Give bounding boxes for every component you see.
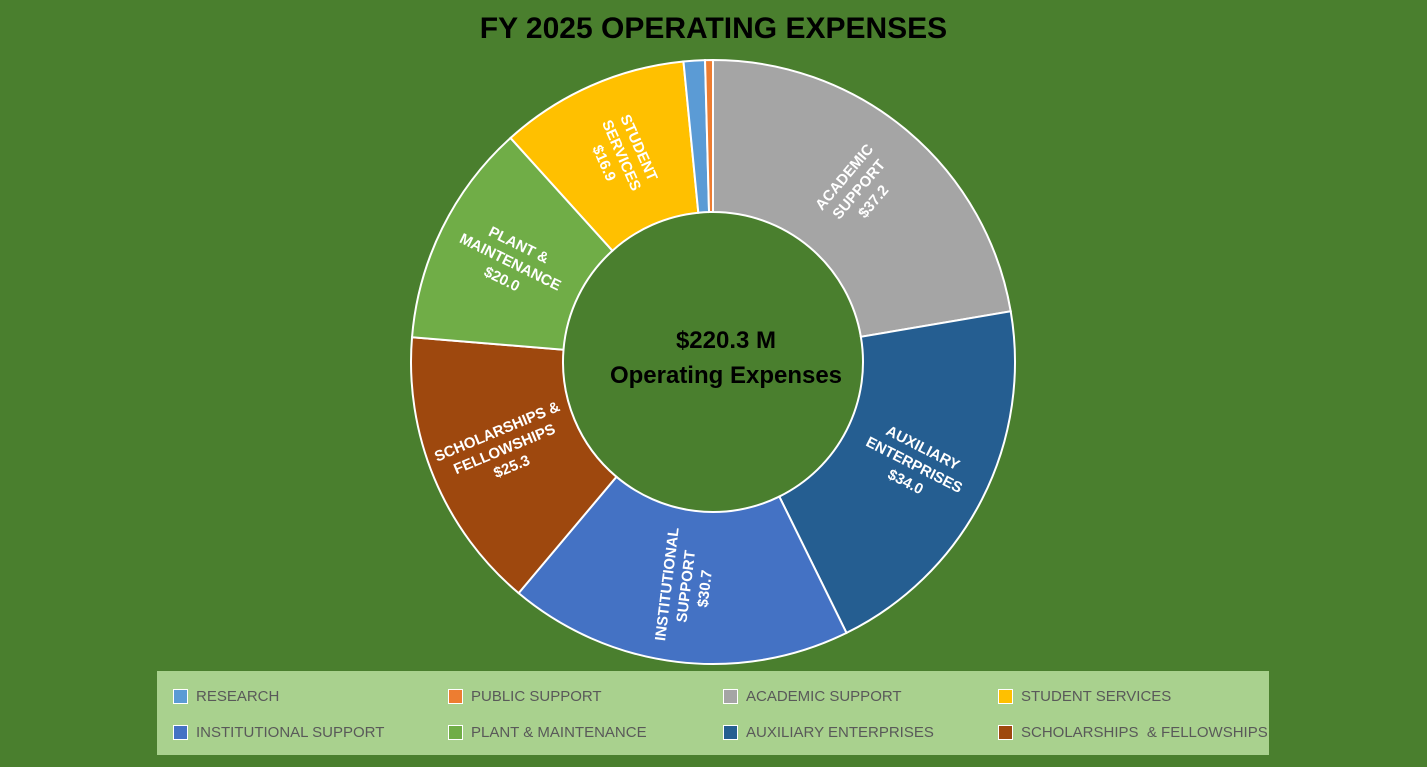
slice-public-support[interactable] bbox=[704, 58, 714, 214]
center-label: $220.3 M bbox=[676, 327, 776, 354]
slice-academic-support[interactable] bbox=[712, 58, 1012, 338]
legend-label: RESEARCH bbox=[196, 688, 280, 705]
legend-item[interactable]: PLANT & MAINTENANCE bbox=[448, 724, 647, 741]
legend-item[interactable]: SCHOLARSHIPS & FELLOWSHIPS bbox=[998, 724, 1268, 741]
legend-label: PLANT & MAINTENANCE bbox=[471, 724, 647, 741]
slice-label-line: $30.7 bbox=[694, 569, 715, 608]
slice-auxiliary-enterprises[interactable] bbox=[777, 310, 1016, 635]
legend-swatch bbox=[173, 689, 188, 704]
legend-swatch bbox=[448, 689, 463, 704]
slice-label: STUDENTSERVICES$16.9 bbox=[581, 110, 662, 201]
legend: RESEARCH PUBLIC SUPPORT ACADEMIC SUPPORT ST… bbox=[157, 671, 1269, 755]
legend-swatch bbox=[448, 725, 463, 740]
legend-label: SCHOLARSHIPS & FELLOWSHIPS bbox=[1021, 724, 1268, 741]
legend-item[interactable]: AUXILIARY ENTERPRISES bbox=[723, 724, 934, 741]
legend-item[interactable]: INSTITUTIONAL SUPPORT bbox=[173, 724, 384, 741]
slice-scholarships-fellowships[interactable] bbox=[410, 336, 618, 595]
center-label: Operating Expenses bbox=[610, 362, 842, 389]
legend-label: AUXILIARY ENTERPRISES bbox=[746, 724, 934, 741]
legend-label: INSTITUTIONAL SUPPORT bbox=[196, 724, 385, 741]
legend-item[interactable]: RESEARCH bbox=[173, 688, 279, 705]
legend-item[interactable]: STUDENT SERVICES bbox=[998, 688, 1171, 705]
legend-swatch bbox=[998, 689, 1013, 704]
chart-title: FY 2025 OPERATING EXPENSES bbox=[479, 12, 948, 45]
legend-swatch bbox=[723, 725, 738, 740]
legend-swatch bbox=[723, 689, 738, 704]
legend-label: STUDENT SERVICES bbox=[1021, 688, 1172, 705]
legend-swatch bbox=[173, 725, 188, 740]
legend-label: PUBLIC SUPPORT bbox=[471, 688, 602, 705]
legend-item[interactable]: PUBLIC SUPPORT bbox=[448, 688, 602, 705]
legend-item[interactable]: ACADEMIC SUPPORT bbox=[723, 688, 902, 705]
slice-institutional-support[interactable] bbox=[517, 475, 848, 665]
legend-label: ACADEMIC SUPPORT bbox=[746, 688, 902, 705]
legend-swatch bbox=[998, 725, 1013, 740]
